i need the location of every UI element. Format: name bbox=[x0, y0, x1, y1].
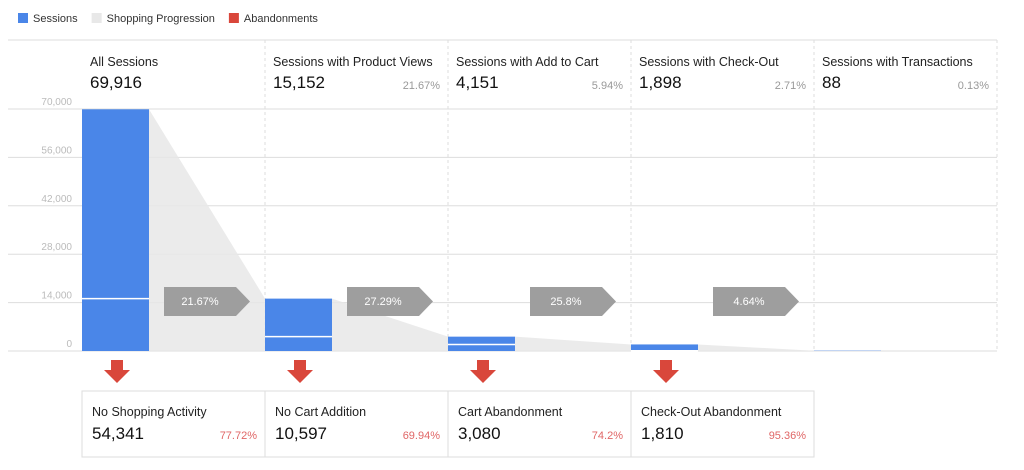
abandonment-title: No Cart Addition bbox=[275, 405, 366, 419]
progression-area bbox=[515, 336, 631, 351]
abandonment-value: 10,597 bbox=[275, 424, 327, 443]
stage-title: Sessions with Check-Out bbox=[639, 55, 779, 69]
stage-share: 0.13% bbox=[958, 80, 989, 92]
stage-share: 5.94% bbox=[592, 80, 623, 92]
legend-swatch bbox=[228, 13, 239, 23]
stage-share: 2.71% bbox=[775, 80, 806, 92]
session-bar bbox=[265, 298, 332, 351]
stage-value: 4,151 bbox=[456, 73, 499, 92]
abandonment-arrow bbox=[104, 360, 130, 383]
stage-value: 1,898 bbox=[639, 73, 682, 92]
abandonment-arrow bbox=[470, 360, 496, 383]
legend-label: Abandonments bbox=[244, 13, 318, 25]
stage-title: Sessions with Product Views bbox=[273, 55, 433, 69]
session-bar bbox=[631, 344, 698, 351]
legend-label: Shopping Progression bbox=[107, 13, 215, 25]
abandonment-share: 95.36% bbox=[769, 430, 807, 442]
progression-arrow bbox=[713, 287, 799, 316]
y-tick-label: 42,000 bbox=[41, 194, 72, 205]
progression-label: 27.29% bbox=[364, 296, 402, 308]
abandonment-share: 77.72% bbox=[220, 430, 258, 442]
progression-arrow bbox=[164, 287, 250, 316]
progression-label: 25.8% bbox=[550, 296, 581, 308]
abandonment-title: Cart Abandonment bbox=[458, 405, 563, 419]
stage-title: Sessions with Transactions bbox=[822, 55, 973, 69]
progression-label: 4.64% bbox=[733, 296, 764, 308]
abandonment-value: 1,810 bbox=[641, 424, 684, 443]
stage-title: All Sessions bbox=[90, 55, 158, 69]
legend-label: Sessions bbox=[33, 13, 78, 25]
stage-value: 15,152 bbox=[273, 73, 325, 92]
y-tick-label: 28,000 bbox=[41, 242, 72, 253]
abandonment-box bbox=[630, 390, 815, 458]
legend-swatch bbox=[18, 13, 28, 23]
stage-value: 69,916 bbox=[90, 73, 142, 92]
abandonment-arrow bbox=[287, 360, 313, 383]
abandonment-value: 3,080 bbox=[458, 424, 501, 443]
y-tick-label: 0 bbox=[66, 339, 72, 350]
progression-arrow bbox=[530, 287, 616, 316]
abandonment-title: No Shopping Activity bbox=[92, 405, 207, 419]
legend-swatch bbox=[91, 13, 102, 23]
abandonment-title: Check-Out Abandonment bbox=[641, 405, 782, 419]
abandonment-value: 54,341 bbox=[92, 424, 144, 443]
stage-title: Sessions with Add to Cart bbox=[456, 55, 599, 69]
stage-share: 21.67% bbox=[403, 80, 441, 92]
progression-area bbox=[698, 344, 814, 351]
y-tick-label: 56,000 bbox=[41, 145, 72, 156]
abandonment-share: 69.94% bbox=[403, 430, 441, 442]
progression-arrow bbox=[347, 287, 433, 316]
session-bar bbox=[82, 109, 149, 351]
stage-value: 88 bbox=[822, 73, 841, 92]
y-tick-label: 70,000 bbox=[41, 97, 72, 108]
y-tick-label: 14,000 bbox=[41, 291, 72, 302]
abandonment-share: 74.2% bbox=[592, 430, 623, 442]
progression-label: 21.67% bbox=[181, 296, 219, 308]
abandonment-arrow bbox=[653, 360, 679, 383]
